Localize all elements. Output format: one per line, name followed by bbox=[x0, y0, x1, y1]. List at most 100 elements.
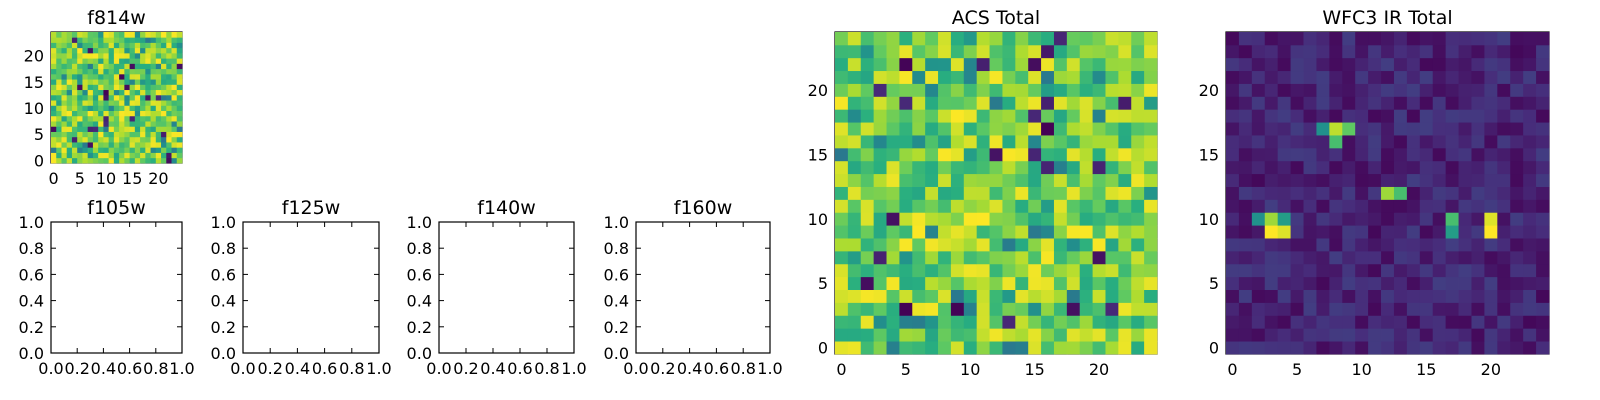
heatmap-cell bbox=[77, 105, 83, 111]
heatmap-cell bbox=[1264, 328, 1279, 342]
heatmap-cell bbox=[1355, 70, 1369, 84]
heatmap-cell bbox=[108, 105, 115, 111]
heatmap-cell bbox=[1118, 328, 1132, 342]
heatmap-cell bbox=[938, 263, 952, 278]
x-tick-label: 20 bbox=[1481, 360, 1501, 379]
heatmap-cell bbox=[113, 157, 120, 164]
heatmap-cell bbox=[1484, 173, 1498, 187]
heatmap-cell bbox=[92, 142, 99, 148]
x-tick-label: 0.2 bbox=[64, 359, 89, 378]
heatmap-cell bbox=[92, 110, 99, 117]
heatmap-cell bbox=[82, 89, 89, 96]
heatmap-cell bbox=[1536, 289, 1550, 303]
heatmap-cell bbox=[1079, 44, 1093, 59]
heatmap-cell bbox=[963, 122, 978, 136]
heatmap-cell bbox=[1393, 238, 1408, 252]
heatmap-cell bbox=[129, 94, 136, 101]
heatmap-cell bbox=[1381, 199, 1395, 213]
x-tick-label: 20 bbox=[1089, 360, 1109, 379]
heatmap-cell bbox=[108, 147, 115, 153]
heatmap-cell bbox=[1264, 109, 1279, 123]
heatmap-cell bbox=[860, 96, 875, 110]
heatmap-cell bbox=[134, 68, 141, 75]
heatmap-cell bbox=[1523, 250, 1537, 265]
heatmap-cell bbox=[1523, 186, 1537, 200]
heatmap-cell bbox=[1238, 135, 1253, 149]
heatmap-cell bbox=[1393, 302, 1408, 316]
heatmap-cell bbox=[113, 63, 120, 70]
heatmap-cell bbox=[847, 250, 862, 265]
heatmap-cell bbox=[56, 136, 62, 143]
heatmap-cell bbox=[150, 73, 157, 80]
heatmap-cell bbox=[1303, 315, 1317, 329]
heatmap-cell bbox=[119, 94, 125, 101]
heatmap-cell bbox=[976, 315, 990, 329]
heatmap-cell bbox=[129, 37, 136, 43]
heatmap-cell bbox=[140, 131, 146, 138]
heatmap-cell bbox=[1342, 83, 1356, 97]
heatmap-cell bbox=[108, 79, 115, 85]
heatmap-cell bbox=[56, 84, 62, 91]
heatmap-cell bbox=[886, 302, 900, 316]
heatmap-cell bbox=[1355, 263, 1369, 278]
heatmap-cell bbox=[140, 58, 146, 64]
heatmap-cell bbox=[847, 263, 862, 278]
heatmap-cell bbox=[1432, 109, 1447, 123]
heatmap-cell bbox=[1419, 147, 1434, 162]
heatmap-cell bbox=[71, 157, 78, 164]
heatmap-cell bbox=[1002, 276, 1016, 290]
heatmap-cell bbox=[1484, 225, 1498, 239]
heatmap-cell bbox=[1079, 199, 1093, 213]
heatmap-cell bbox=[1510, 83, 1524, 97]
heatmap-cell bbox=[1118, 160, 1132, 175]
heatmap-cell bbox=[912, 341, 926, 355]
heatmap-cell bbox=[1053, 315, 1068, 329]
heatmap-cell bbox=[1002, 199, 1016, 213]
heatmap-cell bbox=[1355, 341, 1369, 355]
heatmap-cell bbox=[1079, 70, 1093, 84]
heatmap-cell bbox=[119, 42, 125, 49]
heatmap-cell bbox=[1406, 83, 1421, 97]
heatmap-cell bbox=[66, 63, 73, 70]
heatmap-cell bbox=[155, 73, 162, 80]
heatmap-cell bbox=[938, 315, 952, 329]
heatmap-cell bbox=[61, 100, 68, 106]
heatmap-cell bbox=[1393, 70, 1408, 84]
heatmap-cell bbox=[1118, 109, 1132, 123]
heatmap-cell bbox=[1079, 32, 1093, 46]
heatmap-cell bbox=[1079, 225, 1093, 239]
heatmap-cell bbox=[1144, 250, 1158, 265]
heatmap-cell bbox=[134, 63, 141, 70]
heatmap-cell bbox=[1355, 173, 1369, 187]
x-tick-label: 0.4 bbox=[285, 359, 310, 378]
heatmap-cell bbox=[150, 63, 157, 70]
heatmap-cell bbox=[1510, 212, 1524, 226]
heatmap-cell bbox=[1079, 263, 1093, 278]
y-tick-label: 0.2 bbox=[407, 318, 432, 337]
x-tick-label: 0.0 bbox=[38, 359, 63, 378]
heatmap-cell bbox=[989, 122, 1003, 136]
heatmap-cell bbox=[1066, 212, 1081, 226]
heatmap-cell bbox=[1290, 147, 1304, 162]
heatmap-cell bbox=[113, 37, 120, 43]
heatmap-cell bbox=[1079, 328, 1093, 342]
heatmap-cell bbox=[1053, 289, 1068, 303]
heatmap-cell bbox=[1092, 341, 1106, 355]
heatmap-cell bbox=[155, 110, 162, 117]
heatmap-cell bbox=[98, 147, 104, 153]
heatmap-cell bbox=[98, 110, 104, 117]
heatmap-cell bbox=[56, 73, 62, 80]
heatmap-cell bbox=[1053, 32, 1068, 46]
heatmap-cell bbox=[155, 89, 162, 96]
y-tick-label: 5 bbox=[34, 125, 44, 144]
heatmap-cell bbox=[912, 122, 926, 136]
heatmap-cell bbox=[1536, 302, 1550, 316]
heatmap-cell bbox=[1144, 70, 1158, 84]
x-tick-label: 0.8 bbox=[143, 359, 168, 378]
heatmap-cell bbox=[61, 79, 68, 85]
heatmap-cell bbox=[103, 115, 110, 122]
heatmap-cell bbox=[1355, 199, 1369, 213]
heatmap-cell bbox=[61, 115, 68, 122]
heatmap-cell bbox=[108, 126, 115, 132]
heatmap-cell bbox=[1226, 212, 1240, 226]
